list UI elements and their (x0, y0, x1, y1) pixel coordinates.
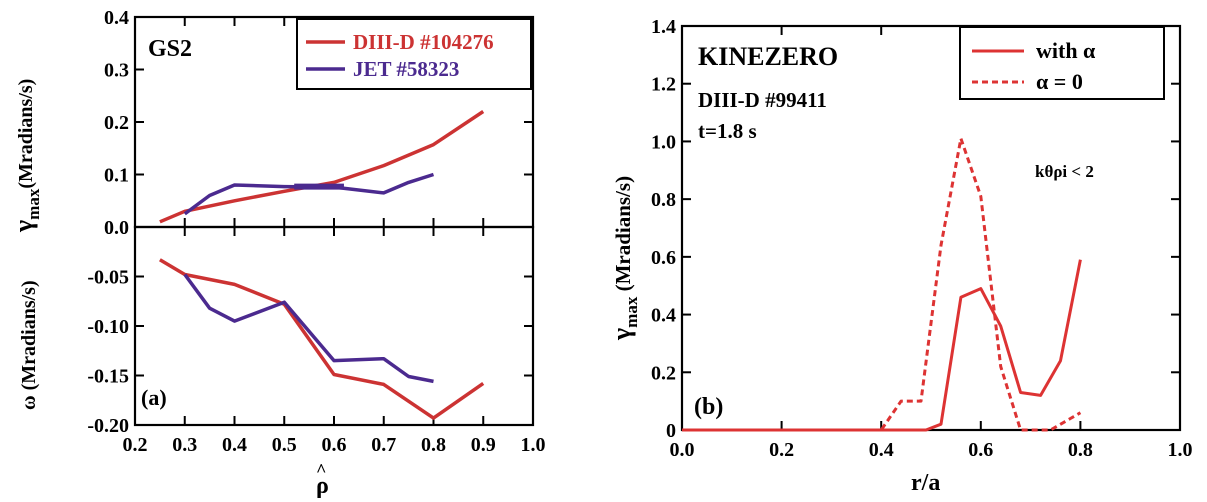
xlabel-rho-hat: ^ (316, 460, 326, 480)
panel-a-annotation: (a) (141, 385, 167, 410)
gs2-annotation: GS2 (148, 36, 192, 62)
kinezero-annotation: KINEZERO (698, 42, 838, 71)
xlabel-rho: ρ (316, 473, 329, 499)
x-tick-label: 0.2 (123, 434, 148, 456)
y-tick-label: 0.4 (651, 305, 676, 327)
ylabel-gamma-right: γmax (Mradians/s) (607, 176, 641, 341)
time-annotation: t=1.8 s (698, 119, 757, 143)
y-tick-label: 0.8 (651, 189, 676, 211)
x-tick-label: 0.6 (968, 439, 993, 461)
y-tick-label: 0 (666, 420, 676, 442)
y-tick-label: 1.2 (651, 74, 676, 96)
panel-b-annotation: (b) (694, 394, 723, 420)
x-tick-label: 0.7 (371, 434, 396, 456)
legend-box-right (959, 26, 1165, 100)
x-tick-label: 0.8 (1068, 439, 1093, 461)
x-tick-label: 0.3 (172, 434, 197, 456)
legend-label-jet: JET #58323 (353, 57, 459, 81)
series-line-1 (682, 259, 1082, 432)
y-tick-label: 0.4 (104, 7, 129, 29)
series-line-2 (183, 172, 435, 216)
x-tick-label: 0.4 (222, 434, 247, 456)
y-tick-label: -0.20 (87, 415, 129, 437)
legend-box-top-left (296, 18, 532, 90)
plot-frame-right (680, 24, 1182, 432)
series-line-2 (682, 137, 1082, 432)
y-tick-label: -0.10 (87, 316, 129, 338)
x-tick-label: 0.6 (322, 434, 347, 456)
y-axis-label-right: γmax (Mradians/s) (607, 176, 641, 341)
x-tick-label: 0.2 (769, 439, 794, 461)
y-tick-label: 1.0 (651, 131, 676, 153)
y-tick-label: 0.3 (104, 60, 129, 82)
series-line-1 (159, 258, 485, 420)
y-tick-label: 0.2 (651, 362, 676, 384)
panel-top-left: 0.0 0.1 0.2 0.3 0.4 GS2 DIII-D #104276 JET #… (9, 7, 535, 239)
legend-label-with-alpha: with α (1036, 38, 1096, 63)
y-axis-label-top-left: γmax(Mradians/s) (9, 79, 43, 233)
panel-bottom-left: -0.20 -0.15 -0.10 -0.05 0.2 0.3 0.4 0.5 0.6 0.7 0… (18, 225, 546, 499)
ylabel-omega: ω (Mradians/s) (18, 280, 40, 410)
series-line-2 (183, 273, 434, 384)
plot-frame-bottom-left (133, 225, 535, 427)
shot-annotation: DIII-D #99411 (698, 88, 827, 112)
y-axis-label-bottom-left: ω (Mradians/s) (18, 280, 40, 410)
x-tick-label: 0.4 (869, 439, 894, 461)
x-tick-label: 1.0 (1168, 439, 1193, 461)
legend-label-diiid: DIII-D #104276 (353, 30, 494, 54)
x-tick-label: 0.5 (272, 434, 297, 456)
y-tick-label: 0.0 (104, 217, 129, 239)
y-tick-label: -0.15 (87, 366, 129, 388)
x-tick-label: 1.0 (521, 434, 546, 456)
k-annotation: kθρi < 2 (1035, 162, 1094, 181)
y-tick-label: 0.6 (651, 247, 676, 269)
panel-right: 0 0.2 0.4 0.6 0.8 1.0 1.2 1.4 0.0 0.2 0.4 0.6 0.8 1.… (607, 16, 1193, 496)
x-tick-label: 0.8 (421, 434, 446, 456)
y-tick-label: 0.1 (104, 165, 129, 187)
y-tick-label: -0.05 (87, 267, 129, 289)
ylabel-gamma: γmax(Mradians/s) (9, 79, 43, 233)
series-line-1 (159, 110, 485, 224)
y-tick-label: 0.2 (104, 112, 129, 134)
y-tick-label: 1.4 (651, 16, 676, 38)
x-tick-label: 0.9 (471, 434, 496, 456)
x-tick-label: 0.0 (670, 439, 695, 461)
xlabel-r-over-a: r/a (911, 470, 940, 496)
legend-label-alpha-zero: α = 0 (1036, 69, 1083, 94)
